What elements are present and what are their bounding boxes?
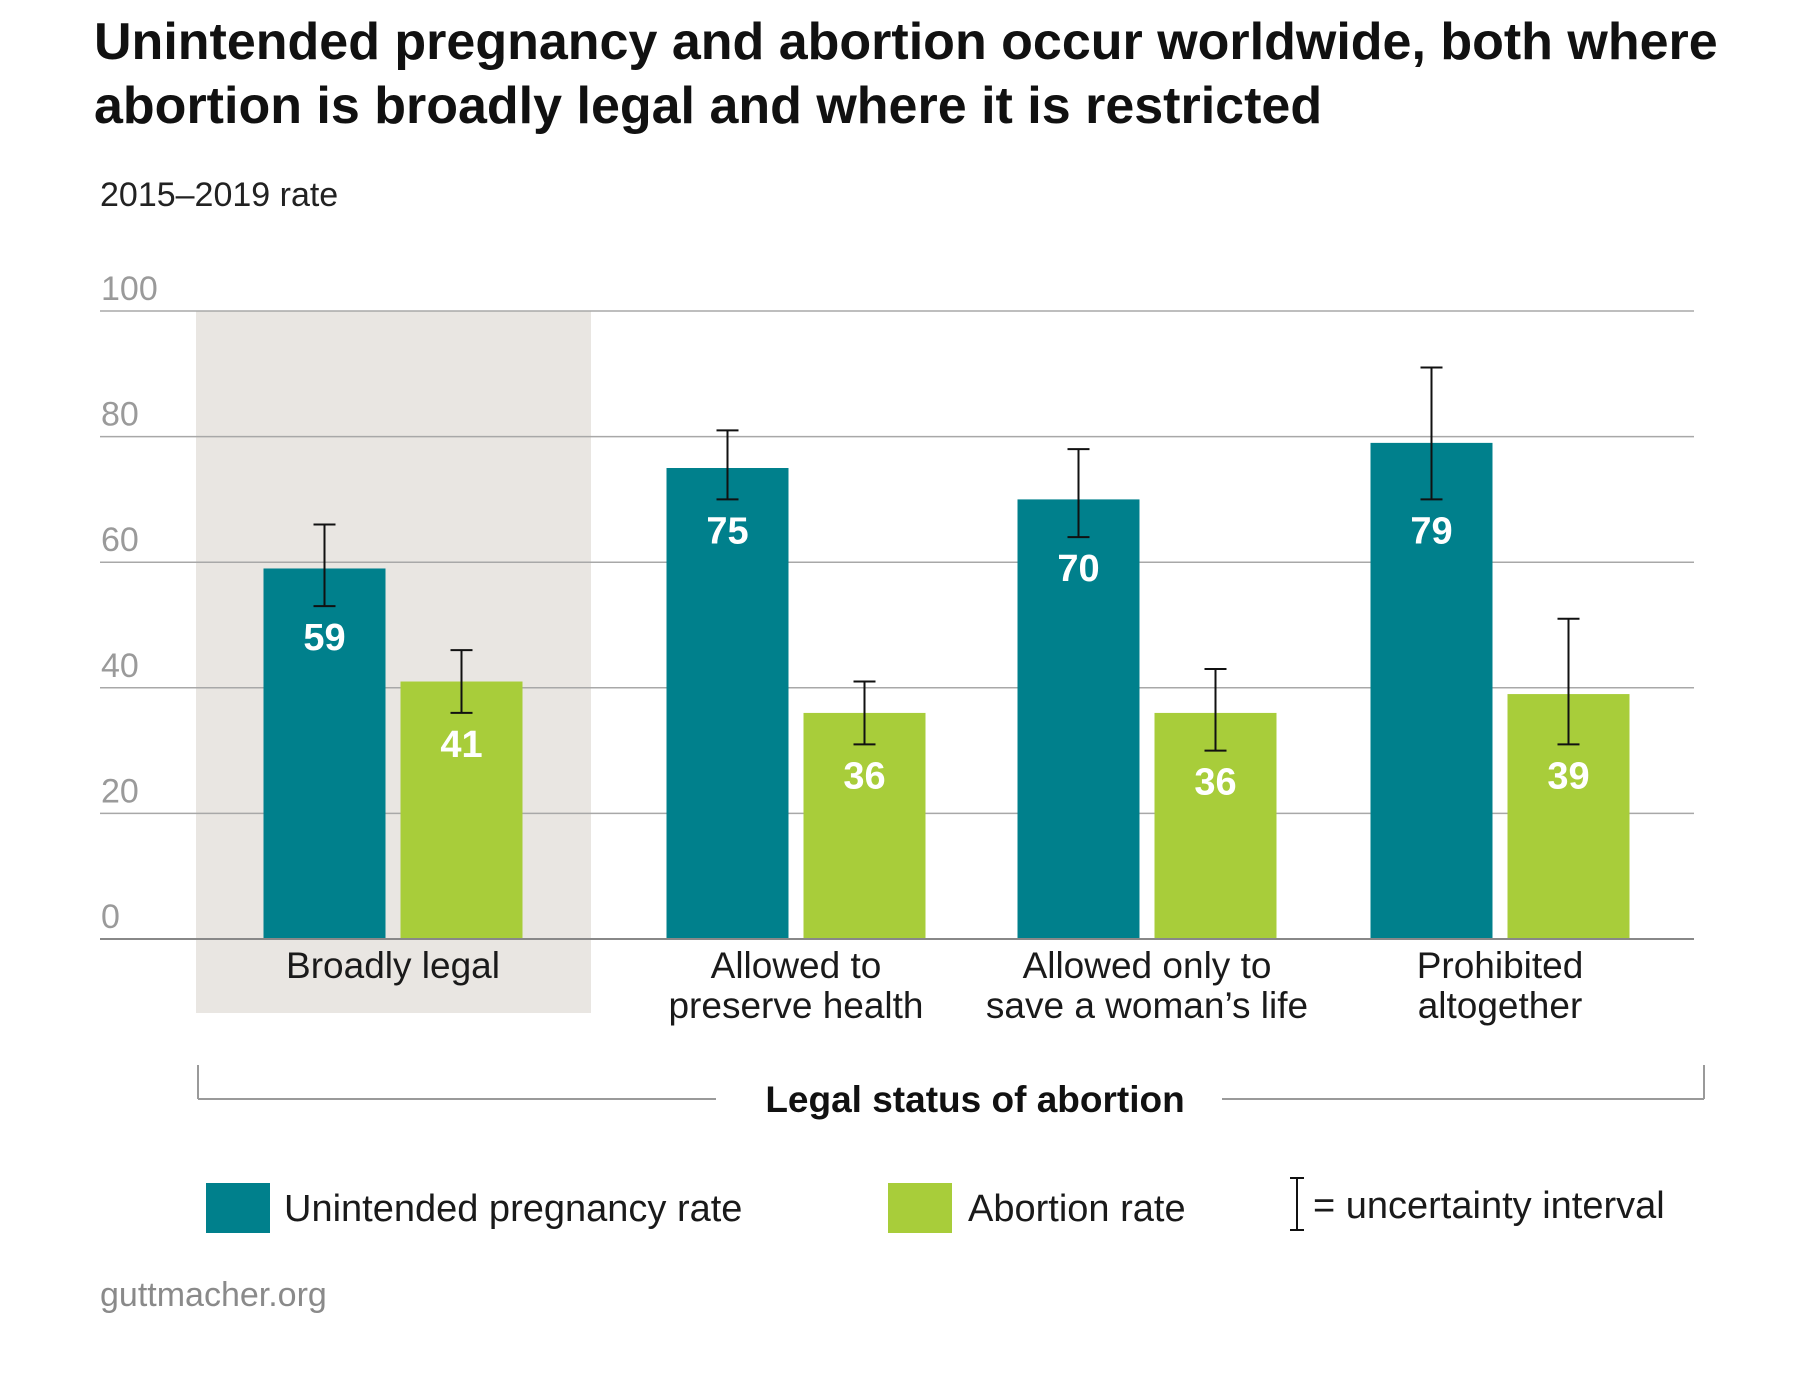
legend-label-unintended: Unintended pregnancy rate xyxy=(284,1188,742,1230)
data-label: 70 xyxy=(1057,548,1099,590)
bar xyxy=(1017,499,1140,939)
y-tick-label: 80 xyxy=(101,396,139,434)
source-credit: guttmacher.org xyxy=(100,1276,327,1314)
legend-swatch-abortion xyxy=(888,1183,952,1233)
legend-uncertainty-note: = uncertainty interval xyxy=(1313,1185,1665,1227)
category-label: save a woman’s life xyxy=(986,985,1308,1026)
y-tick-label: 0 xyxy=(101,898,120,936)
category-label: altogether xyxy=(1418,985,1583,1026)
y-tick-label: 20 xyxy=(101,772,139,810)
highlight-band xyxy=(196,311,591,1013)
chart-title: Unintended pregnancy and abortion occur … xyxy=(94,13,1718,135)
data-label: 36 xyxy=(1194,762,1236,804)
data-label: 36 xyxy=(843,755,885,797)
category-label: preserve health xyxy=(668,985,923,1026)
x-axis-title: Legal status of abortion xyxy=(765,1079,1184,1120)
data-label: 79 xyxy=(1410,510,1452,552)
category-label: Allowed only to xyxy=(1023,945,1272,986)
data-label: 39 xyxy=(1547,755,1589,797)
y-tick-label: 40 xyxy=(101,647,139,685)
bar xyxy=(263,568,386,939)
chart-subtitle: 2015–2019 rate xyxy=(100,176,339,214)
category-label: Prohibited xyxy=(1417,945,1584,986)
bar xyxy=(666,468,789,939)
legend-label-abortion: Abortion rate xyxy=(968,1188,1186,1230)
data-label: 75 xyxy=(706,510,748,552)
bar xyxy=(803,712,926,939)
category-label: Allowed to xyxy=(711,945,882,986)
data-label: 59 xyxy=(303,617,345,659)
bar xyxy=(400,681,523,939)
legend-swatch-unintended xyxy=(206,1183,270,1233)
y-tick-label: 100 xyxy=(101,270,158,308)
y-tick-label: 60 xyxy=(101,521,139,559)
bar xyxy=(1370,442,1493,939)
data-label: 41 xyxy=(440,724,482,766)
category-label: Broadly legal xyxy=(286,945,500,986)
